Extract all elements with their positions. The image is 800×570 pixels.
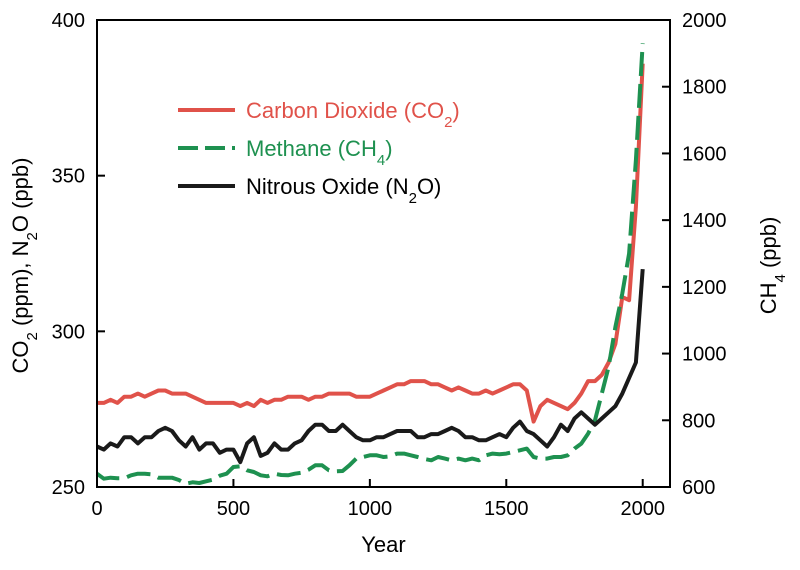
y-right-tick-label: 800 [682, 410, 715, 432]
y-left-axis-ticks: 250 300 350 400 [52, 10, 105, 499]
y-left-axis-title: CO2 (ppm), N2O (ppb) [8, 158, 41, 374]
y-left-tick-label: 400 [52, 10, 85, 32]
plot-frame [96, 19, 671, 488]
legend: Carbon Dioxide (CO2) Methane (CH4) Nitrous… [178, 98, 460, 207]
y-right-tick-label: 1400 [682, 210, 727, 232]
legend-label-carbon-dioxide-co2: Carbon Dioxide (CO2) [246, 98, 460, 131]
y-right-tick-label: 1000 [682, 344, 727, 366]
x-tick-label: 500 [217, 498, 250, 520]
x-tick-label: 2000 [620, 498, 665, 520]
y-right-tick-label: 600 [682, 477, 715, 499]
x-tick-label: 1000 [348, 498, 393, 520]
x-tick-label: 0 [91, 498, 102, 520]
y-left-tick-label: 250 [52, 477, 85, 499]
y-right-tick-label: 1600 [682, 143, 727, 165]
legend-label-nitrous-oxide-n2o: Nitrous Oxide (N2O) [246, 174, 441, 207]
y-left-tick-label: 300 [52, 321, 85, 343]
y-left-tick-label: 350 [52, 166, 85, 188]
x-tick-label: 1500 [484, 498, 529, 520]
y-right-axis-title: CH4 (ppb) [756, 217, 789, 315]
series-line-carbon-dioxide-co2 [97, 63, 645, 424]
x-axis-title: Year [361, 532, 405, 557]
x-axis-ticks: 0 500 1000 1500 2000 [91, 479, 665, 520]
series-line-methane-ch4 [95, 43, 645, 486]
y-right-tick-label: 1200 [682, 277, 727, 299]
series-line-nitrous-oxide-n2o [96, 268, 645, 465]
y-right-axis-ticks: 600 800 1000 1200 1400 1600 1800 2000 [662, 10, 727, 499]
plot-lines [95, 43, 645, 486]
y-right-tick-label: 2000 [682, 10, 727, 32]
y-right-tick-label: 1800 [682, 77, 727, 99]
legend-label-methane-ch4: Methane (CH4) [246, 136, 393, 169]
